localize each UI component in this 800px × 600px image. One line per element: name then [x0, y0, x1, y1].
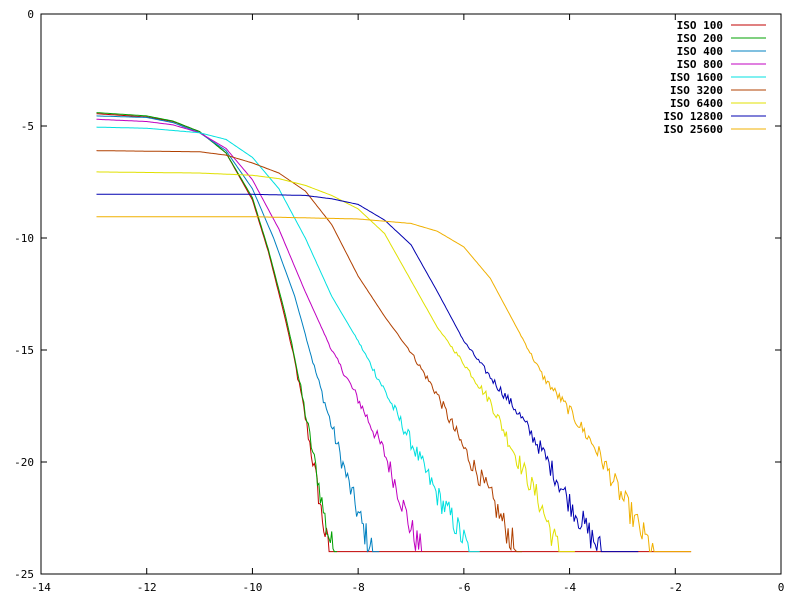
legend-label: ISO 400 — [677, 45, 723, 58]
legend-label: ISO 1600 — [670, 71, 723, 84]
y-tick-label: 0 — [27, 8, 34, 21]
axis-ticks: -14 -12 -10 -8 -6 -4 -2 00-5-10-15-20-25 — [14, 8, 784, 594]
x-tick-label: -2 — [669, 581, 682, 594]
series-line-iso-6400 — [96, 171, 575, 553]
series-line-iso-400 — [96, 115, 380, 553]
x-tick-label: -6 — [457, 581, 470, 594]
legend-label: ISO 25600 — [663, 123, 723, 136]
legend-label: ISO 3200 — [670, 84, 723, 97]
series-layer — [96, 112, 692, 553]
x-tick-label: 0 — [778, 581, 785, 594]
plot-frame — [40, 13, 782, 575]
y-tick-label: -25 — [14, 568, 34, 581]
series-line-iso-200 — [96, 112, 337, 553]
x-tick-label: -12 — [137, 581, 157, 594]
legend-label: ISO 800 — [677, 58, 723, 71]
x-tick-label: -10 — [242, 581, 262, 594]
x-tick-label: -14 — [31, 581, 51, 594]
legend-label: ISO 200 — [677, 32, 723, 45]
legend-label: ISO 6400 — [670, 97, 723, 110]
series-line-iso-3200 — [96, 150, 522, 553]
y-tick-label: -10 — [14, 232, 34, 245]
x-tick-label: -4 — [563, 581, 577, 594]
x-tick-label: -8 — [352, 581, 365, 594]
y-tick-label: -20 — [14, 456, 34, 469]
y-tick-label: -5 — [21, 120, 34, 133]
series-line-iso-25600 — [96, 216, 692, 553]
series-line-iso-800 — [96, 118, 423, 552]
legend-label: ISO 12800 — [663, 110, 723, 123]
y-tick-label: -15 — [14, 344, 34, 357]
legend-label: ISO 100 — [677, 19, 723, 32]
series-line-iso-12800 — [96, 193, 639, 553]
series-line-iso-1600 — [96, 126, 480, 553]
